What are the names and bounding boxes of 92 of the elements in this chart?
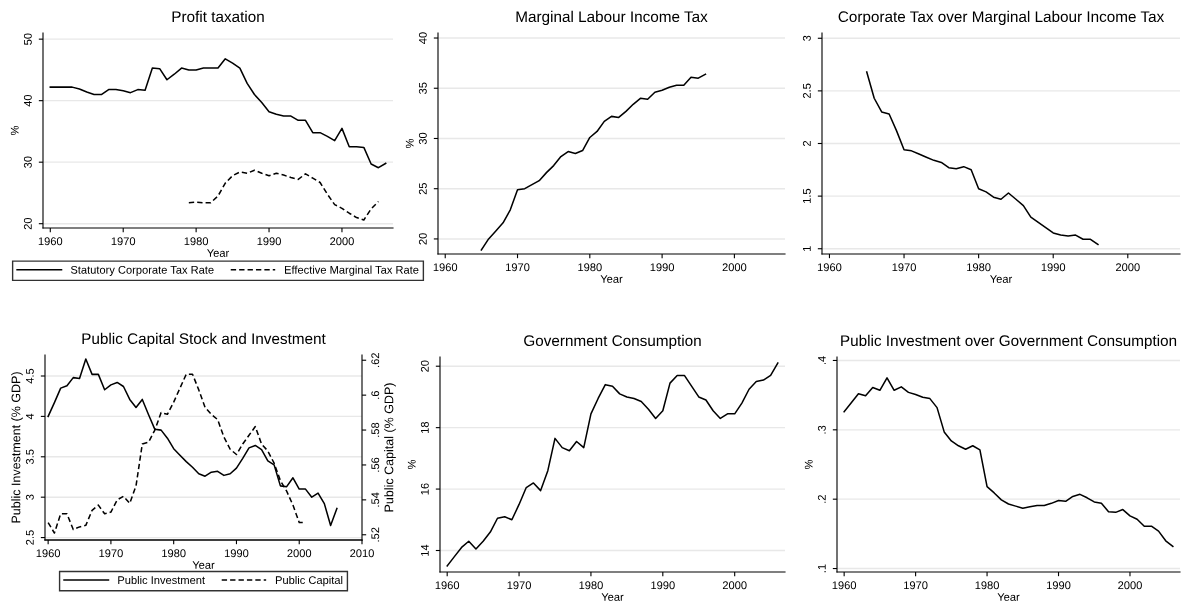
x-tick-label: 1970 — [892, 263, 916, 272]
x-tick-label: 2000 — [330, 237, 354, 246]
legend-label: Public Capital — [275, 575, 343, 587]
y-tick-label: 35 — [418, 82, 427, 95]
x-tick-label: 2000 — [1115, 263, 1140, 272]
y-axis-title: % — [405, 138, 414, 149]
y-tick-label: 2 — [802, 140, 811, 147]
x-tick-label: 2010 — [350, 549, 374, 558]
x-axis-title: Year — [207, 249, 230, 257]
x-tick-label: 1960 — [435, 581, 460, 590]
y2-tick-label: .58 — [371, 422, 380, 437]
x-tick-label: 1970 — [904, 581, 928, 590]
y-axis-title: % — [407, 459, 416, 470]
y-axis-title: Public Investment (% GDP) — [11, 372, 23, 523]
x-tick-label: 2000 — [1118, 581, 1142, 590]
chart-title: Corporate Tax over Marginal Labour Income Tax — [838, 10, 1165, 26]
y-tick-label: .1 — [818, 564, 826, 573]
x-tick-label: 1960 — [36, 549, 61, 558]
x-tick-label: 1990 — [651, 581, 675, 590]
x-tick-label: 1970 — [99, 549, 123, 558]
y2-tick-label: .6 — [371, 391, 380, 399]
y-tick-label: 20 — [420, 360, 429, 372]
line-series — [188, 169, 380, 221]
y-tick-label: 16 — [420, 483, 429, 495]
x-axis-title: Year — [997, 593, 1020, 601]
line-series — [480, 73, 707, 251]
chart-title: Government Consumption — [524, 334, 701, 350]
legend-label: Effective Marginal Tax Rate — [285, 265, 419, 276]
y-tick-label: 50 — [23, 33, 32, 45]
x-tick-label: 2000 — [287, 549, 312, 558]
y-tick-label: 40 — [23, 94, 32, 107]
x-tick-label: 1960 — [817, 263, 842, 272]
x-tick-label: 1960 — [433, 263, 458, 272]
y-tick-label: 3.5 — [25, 449, 34, 465]
y-tick-label: 40 — [418, 32, 427, 44]
x-tick-label: 1990 — [257, 237, 281, 246]
x-tick-label: 1970 — [506, 263, 530, 272]
x-tick-label: 1980 — [975, 581, 999, 590]
y-tick-label: 20 — [418, 233, 427, 245]
x-tick-label: 1960 — [832, 581, 857, 590]
y-tick-label: 30 — [23, 156, 32, 168]
x-tick-label: 1980 — [162, 549, 186, 558]
y-tick-label: 2.5 — [25, 530, 34, 545]
y-axis-title: % — [804, 459, 813, 470]
chart-title: Public Capital Stock and Investment — [82, 332, 326, 348]
y-axis-title: % — [10, 125, 19, 136]
x-axis-title: Year — [990, 275, 1013, 283]
legend-label: Statutory Corporate Tax Rate — [70, 265, 214, 276]
y-tick-label: .2 — [817, 495, 826, 503]
y2-tick-label: .62 — [371, 353, 380, 367]
y2-tick-label: .54 — [371, 492, 380, 507]
y-tick-label: 25 — [418, 182, 427, 195]
y2-tick-label: .56 — [371, 457, 380, 472]
y2-axis-title: Public Capital (% GDP) — [384, 383, 396, 512]
x-axis-title: Year — [192, 561, 215, 569]
x-tick-label: 1960 — [38, 237, 63, 246]
x-axis-title: Year — [601, 593, 624, 601]
x-axis-title: Year — [600, 275, 623, 283]
y-tick-label: 4.5 — [26, 368, 34, 384]
chart-title: Public Investment over Government Consumption — [841, 334, 1177, 350]
line-series — [865, 71, 1099, 246]
line-series — [843, 377, 1174, 548]
y2-tick-label: .52 — [371, 527, 380, 542]
y-tick-label: 30 — [418, 132, 427, 145]
x-tick-label: 2000 — [722, 263, 747, 272]
y-tick-label: 4 — [26, 413, 34, 420]
x-tick-label: 1970 — [507, 581, 531, 590]
chart-title: Profit taxation — [172, 10, 264, 23]
line-series — [49, 58, 387, 169]
y-tick-label: 1.5 — [803, 188, 811, 203]
line-series — [446, 362, 779, 567]
y-tick-label: 2.5 — [802, 83, 811, 99]
x-tick-label: 1980 — [967, 263, 991, 272]
y-tick-label: .3 — [817, 425, 826, 434]
x-tick-label: 1980 — [184, 237, 209, 246]
y-tick-label: 3 — [802, 35, 811, 41]
x-tick-label: 1980 — [578, 263, 602, 272]
y-tick-label: 20 — [23, 217, 32, 230]
x-tick-label: 1990 — [1041, 263, 1066, 272]
y-tick-label: .4 — [818, 356, 826, 365]
x-tick-label: 1990 — [650, 263, 675, 272]
x-tick-label: 1970 — [111, 237, 136, 246]
x-tick-label: 2000 — [722, 581, 747, 590]
chart-title: Marginal Labour Income Tax — [516, 10, 708, 26]
y-tick-label: 1 — [803, 246, 811, 251]
x-tick-label: 1980 — [579, 581, 603, 590]
x-tick-label: 1990 — [224, 549, 249, 558]
y-tick-label: 14 — [421, 544, 429, 556]
y-tick-label: 18 — [420, 421, 429, 433]
legend-label: Public Investment — [118, 575, 205, 585]
y-tick-label: 3 — [25, 494, 34, 500]
x-tick-label: 1990 — [1047, 581, 1071, 590]
